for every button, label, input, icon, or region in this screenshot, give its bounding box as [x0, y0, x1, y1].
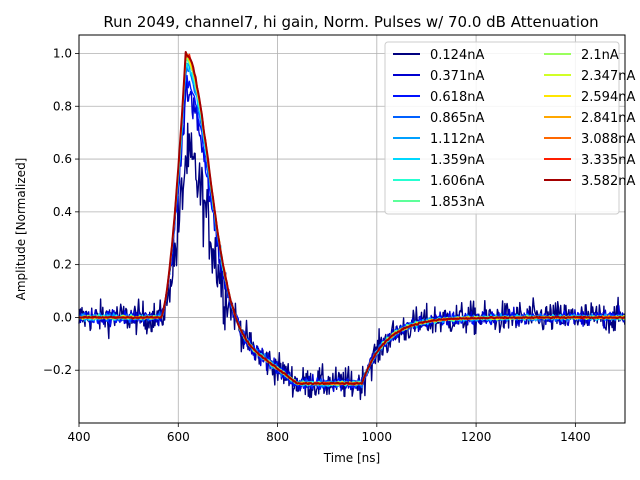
legend-label: 0.618nA — [430, 90, 484, 105]
legend-label: 3.335nA — [581, 153, 635, 168]
legend-label: 0.124nA — [430, 48, 484, 63]
legend-label: 1.606nA — [430, 174, 484, 189]
legend-label: 3.582nA — [581, 174, 635, 189]
y-tick-label: −0.2 — [43, 363, 72, 377]
y-tick-label: 0.2 — [53, 258, 72, 272]
x-tick-label: 1400 — [560, 430, 591, 444]
legend-box — [384, 41, 620, 215]
y-tick-label: 0.8 — [53, 99, 72, 113]
x-tick-label: 1200 — [461, 430, 492, 444]
x-tick-label: 400 — [68, 430, 91, 444]
legend-label: 0.865nA — [430, 111, 484, 126]
legend-label: 2.841nA — [581, 111, 635, 126]
legend-label: 1.112nA — [430, 132, 484, 147]
legend-label: 2.1nA — [581, 48, 619, 63]
series-line-3.582nA — [78, 51, 626, 386]
series-lines — [78, 51, 626, 401]
y-tick-label: 0.6 — [53, 152, 72, 166]
legend-label: 2.594nA — [581, 90, 635, 105]
axis-ticks: 400 600 800 1000 1200 1400 −0.2 0.0 0.2 0.4 0.6 0.8… — [43, 46, 591, 444]
x-axis-label: Time [ns] — [323, 451, 380, 465]
legend: 0.124nA 0.371nA 0.618nA 0.865nA 1.112nA 1.359… — [384, 41, 635, 215]
legend-label: 2.347nA — [581, 69, 635, 84]
chart-title: Run 2049, channel7, hi gain, Norm. Pulse… — [103, 13, 598, 31]
legend-label: 3.088nA — [581, 132, 635, 147]
x-tick-label: 800 — [266, 430, 289, 444]
y-tick-label: 0.0 — [53, 310, 72, 324]
y-axis-label: Amplitude [Normalized] — [14, 158, 28, 301]
legend-label: 0.371nA — [430, 69, 484, 84]
x-tick-label: 1000 — [362, 430, 393, 444]
x-tick-label: 600 — [167, 430, 190, 444]
y-tick-label: 0.4 — [53, 205, 72, 219]
legend-label: 1.853nA — [430, 195, 484, 210]
legend-label: 1.359nA — [430, 153, 484, 168]
y-tick-label: 1.0 — [53, 46, 72, 60]
plot-frame — [78, 34, 626, 424]
